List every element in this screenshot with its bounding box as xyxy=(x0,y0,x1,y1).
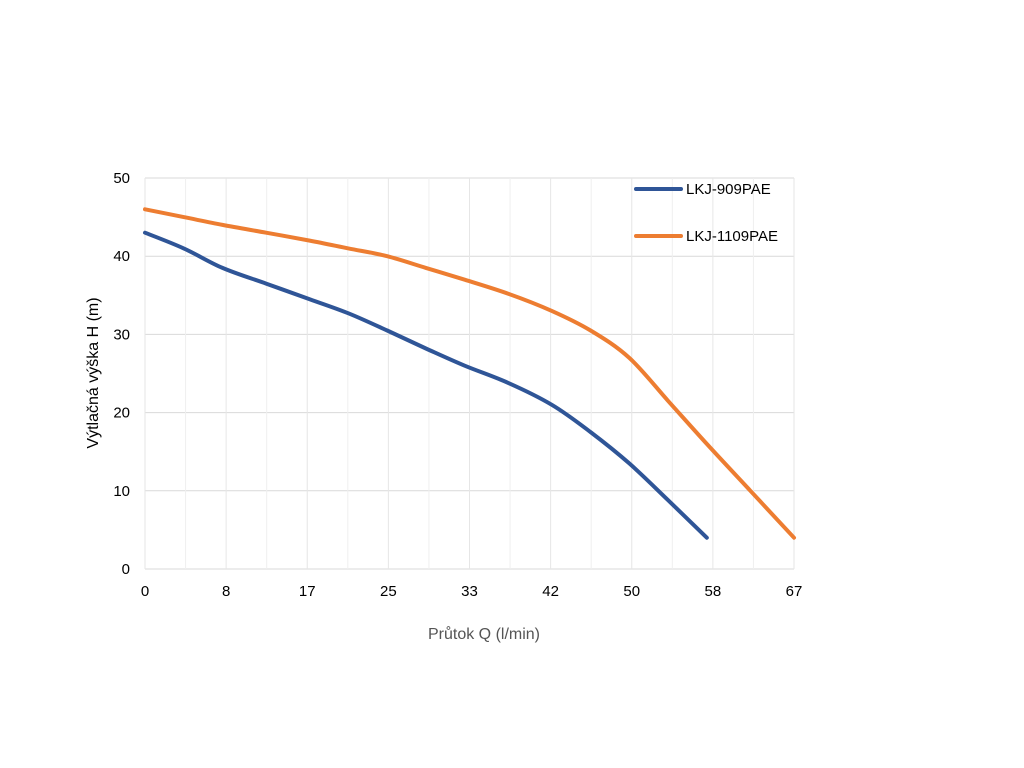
y-tick-label: 10 xyxy=(113,483,130,500)
y-axis-ticks: 0 10 20 30 40 50 xyxy=(113,170,130,578)
x-tick-label: 58 xyxy=(705,583,722,600)
x-tick-label: 67 xyxy=(786,583,803,600)
x-tick-label: 33 xyxy=(461,583,478,600)
y-axis-title: Výtlačná výška H (m) xyxy=(85,297,102,448)
y-tick-label: 30 xyxy=(113,326,130,343)
x-axis-title: Průtok Q (l/min) xyxy=(428,625,540,643)
x-tick-label: 25 xyxy=(380,583,397,600)
legend-label: LKJ-1109PAE xyxy=(686,228,778,245)
x-tick-label: 42 xyxy=(542,583,559,600)
grid-lines xyxy=(144,177,795,570)
y-tick-label: 0 xyxy=(122,561,130,578)
series-lines xyxy=(143,207,796,540)
x-tick-label: 17 xyxy=(299,583,316,600)
series-line-lkj-909pae xyxy=(143,230,709,540)
y-tick-label: 50 xyxy=(113,170,130,187)
y-tick-label: 20 xyxy=(113,405,130,422)
x-tick-label: 50 xyxy=(623,583,640,600)
x-tick-label: 0 xyxy=(141,583,149,600)
y-tick-label: 40 xyxy=(113,248,130,265)
legend: LKJ-909PAE LKJ-1109PAE xyxy=(634,181,778,245)
x-axis-ticks: 0 8 17 25 33 42 50 58 67 xyxy=(141,583,803,600)
x-tick-label: 8 xyxy=(222,583,230,600)
legend-label: LKJ-909PAE xyxy=(686,181,771,198)
series-line-lkj-1109pae xyxy=(143,207,796,540)
